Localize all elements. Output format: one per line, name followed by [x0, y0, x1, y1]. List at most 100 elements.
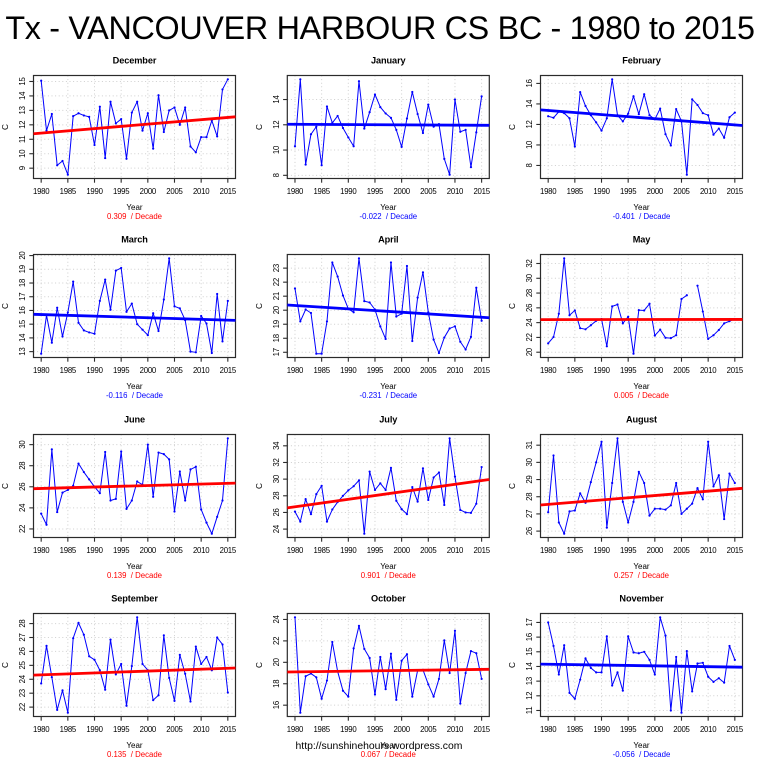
svg-text:8: 8: [525, 163, 534, 167]
svg-text:-0.116 / Decade: -0.116 / Decade: [106, 391, 163, 400]
svg-text:1990: 1990: [340, 725, 357, 734]
svg-text:C: C: [255, 483, 264, 489]
svg-text:2005: 2005: [420, 187, 437, 196]
svg-text:2015: 2015: [220, 725, 237, 734]
svg-text:1995: 1995: [113, 725, 130, 734]
svg-text:2000: 2000: [140, 725, 157, 734]
svg-text:2010: 2010: [700, 546, 717, 555]
svg-text:1990: 1990: [86, 366, 103, 375]
svg-text:18: 18: [272, 680, 281, 688]
svg-text:Year: Year: [633, 741, 650, 750]
svg-text:Year: Year: [380, 562, 397, 571]
svg-text:C: C: [508, 303, 517, 309]
svg-text:21: 21: [272, 292, 281, 300]
svg-text:28: 28: [18, 619, 27, 627]
svg-text:15: 15: [525, 647, 534, 656]
svg-text:1985: 1985: [567, 546, 584, 555]
svg-text:28: 28: [272, 492, 281, 500]
svg-text:2005: 2005: [166, 725, 183, 734]
svg-text:13: 13: [18, 348, 27, 356]
svg-text:1990: 1990: [340, 546, 357, 555]
svg-text:C: C: [1, 662, 10, 668]
svg-text:2005: 2005: [420, 725, 437, 734]
svg-text:2015: 2015: [220, 546, 237, 555]
svg-text:24: 24: [272, 524, 281, 533]
svg-text:1985: 1985: [313, 366, 330, 375]
svg-text:27: 27: [525, 510, 534, 518]
svg-text:2010: 2010: [447, 725, 464, 734]
svg-text:-0.401 / Decade: -0.401 / Decade: [613, 212, 671, 221]
svg-text:24: 24: [18, 503, 27, 512]
svg-text:28: 28: [525, 493, 534, 501]
svg-text:C: C: [508, 483, 517, 489]
svg-text:13: 13: [18, 106, 27, 114]
svg-text:2000: 2000: [393, 546, 410, 555]
svg-text:11: 11: [18, 135, 27, 143]
svg-text:2010: 2010: [193, 546, 210, 555]
svg-text:2015: 2015: [220, 187, 237, 196]
svg-text:2015: 2015: [727, 546, 744, 555]
svg-text:2010: 2010: [193, 366, 210, 375]
svg-text:1985: 1985: [313, 187, 330, 196]
svg-text:August: August: [626, 414, 657, 424]
svg-text:0.901 / Decade: 0.901 / Decade: [361, 571, 416, 580]
svg-text:0.309 / Decade: 0.309 / Decade: [107, 212, 162, 221]
svg-text:Tx - VANCOUVER HARBOUR CS BC -: Tx - VANCOUVER HARBOUR CS BC - 1980 to 2…: [5, 10, 754, 46]
svg-text:-0.231 / Decade: -0.231 / Decade: [359, 391, 417, 400]
svg-text:1980: 1980: [287, 187, 304, 196]
svg-text:1980: 1980: [540, 725, 557, 734]
svg-text:1980: 1980: [33, 366, 50, 375]
svg-text:17: 17: [525, 618, 534, 626]
svg-text:C: C: [1, 483, 10, 489]
svg-text:1990: 1990: [86, 725, 103, 734]
svg-text:23: 23: [18, 689, 27, 697]
svg-text:2015: 2015: [727, 366, 744, 375]
svg-text:34: 34: [272, 441, 281, 450]
svg-text:19: 19: [272, 320, 281, 328]
svg-text:December: December: [113, 55, 157, 65]
svg-text:12: 12: [525, 120, 534, 128]
svg-text:2005: 2005: [673, 187, 690, 196]
svg-text:C: C: [508, 662, 517, 668]
svg-text:2005: 2005: [673, 725, 690, 734]
svg-text:1995: 1995: [113, 187, 130, 196]
svg-text:Year: Year: [633, 382, 650, 391]
svg-text:26: 26: [525, 304, 534, 312]
svg-text:30: 30: [525, 273, 534, 282]
svg-text:0.257 / Decade: 0.257 / Decade: [614, 571, 669, 580]
svg-text:1980: 1980: [287, 366, 304, 375]
svg-text:12: 12: [272, 121, 281, 129]
svg-text:2015: 2015: [727, 187, 744, 196]
svg-text:http://sunshinehours.wordpress: http://sunshinehours.wordpress.com: [296, 741, 463, 752]
svg-text:2010: 2010: [193, 725, 210, 734]
svg-text:28: 28: [525, 289, 534, 297]
svg-text:2005: 2005: [420, 366, 437, 375]
svg-text:17: 17: [272, 348, 281, 356]
svg-text:1995: 1995: [367, 187, 384, 196]
svg-text:Year: Year: [126, 562, 143, 571]
svg-text:2010: 2010: [193, 187, 210, 196]
svg-text:17: 17: [18, 293, 27, 301]
svg-text:1990: 1990: [593, 546, 610, 555]
svg-text:C: C: [255, 303, 264, 309]
svg-text:March: March: [121, 234, 148, 244]
svg-text:1990: 1990: [593, 366, 610, 375]
svg-text:0.005 / Decade: 0.005 / Decade: [614, 391, 669, 400]
svg-text:16: 16: [272, 701, 281, 709]
svg-text:1990: 1990: [340, 366, 357, 375]
svg-text:22: 22: [525, 333, 534, 341]
svg-text:Year: Year: [380, 203, 397, 212]
svg-text:14: 14: [525, 661, 534, 670]
svg-text:10: 10: [18, 149, 27, 158]
svg-text:1980: 1980: [540, 366, 557, 375]
svg-text:June: June: [124, 414, 145, 424]
svg-text:1980: 1980: [540, 546, 557, 555]
svg-text:2010: 2010: [447, 546, 464, 555]
svg-text:19: 19: [18, 265, 27, 273]
svg-text:18: 18: [272, 334, 281, 342]
svg-text:1990: 1990: [86, 546, 103, 555]
svg-text:1990: 1990: [340, 187, 357, 196]
svg-text:1985: 1985: [60, 366, 77, 375]
svg-text:C: C: [255, 662, 264, 668]
svg-text:2005: 2005: [166, 187, 183, 196]
